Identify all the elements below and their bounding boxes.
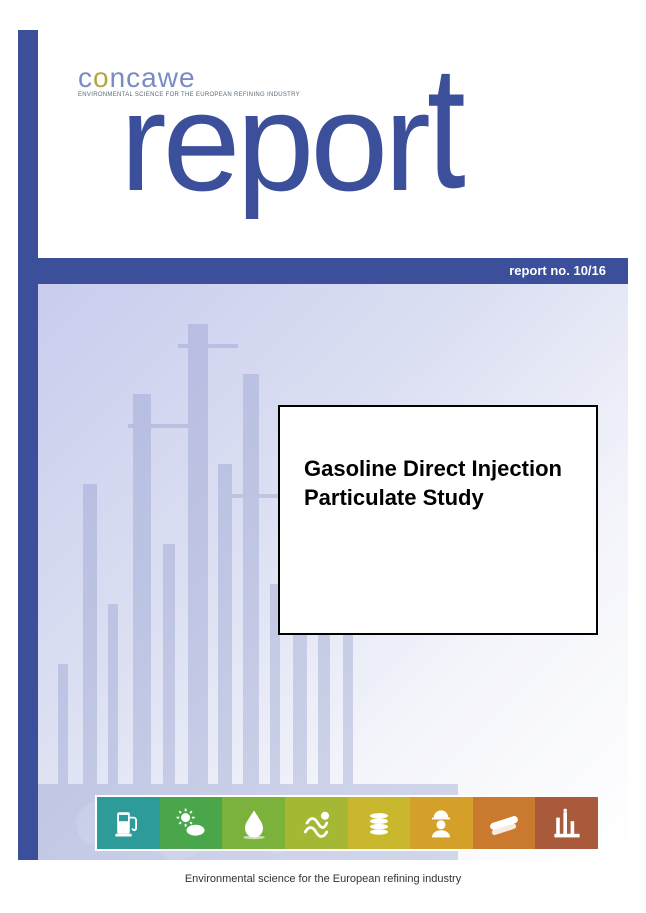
fuel-pump-icon [97,797,160,849]
footer-tagline: Environmental science for the European r… [0,873,646,885]
left-accent-stripe [18,30,38,860]
snake-icon [285,797,348,849]
weather-icon [160,797,223,849]
report-number-bar: report no. 10/16 [38,258,628,284]
water-drop-icon [222,797,285,849]
pipeline-icon [473,797,536,849]
document-title: Gasoline Direct Injection Particulate St… [304,455,572,512]
brand-letter: c [78,62,93,93]
worker-icon [410,797,473,849]
report-number: report no. 10/16 [509,263,606,278]
hero-word: report [120,72,462,212]
topic-icon-strip [95,795,600,851]
brand-letter-o: o [93,62,110,93]
stack-icon [348,797,411,849]
refinery-icon [535,797,598,849]
title-box: Gasoline Direct Injection Particulate St… [278,405,598,635]
